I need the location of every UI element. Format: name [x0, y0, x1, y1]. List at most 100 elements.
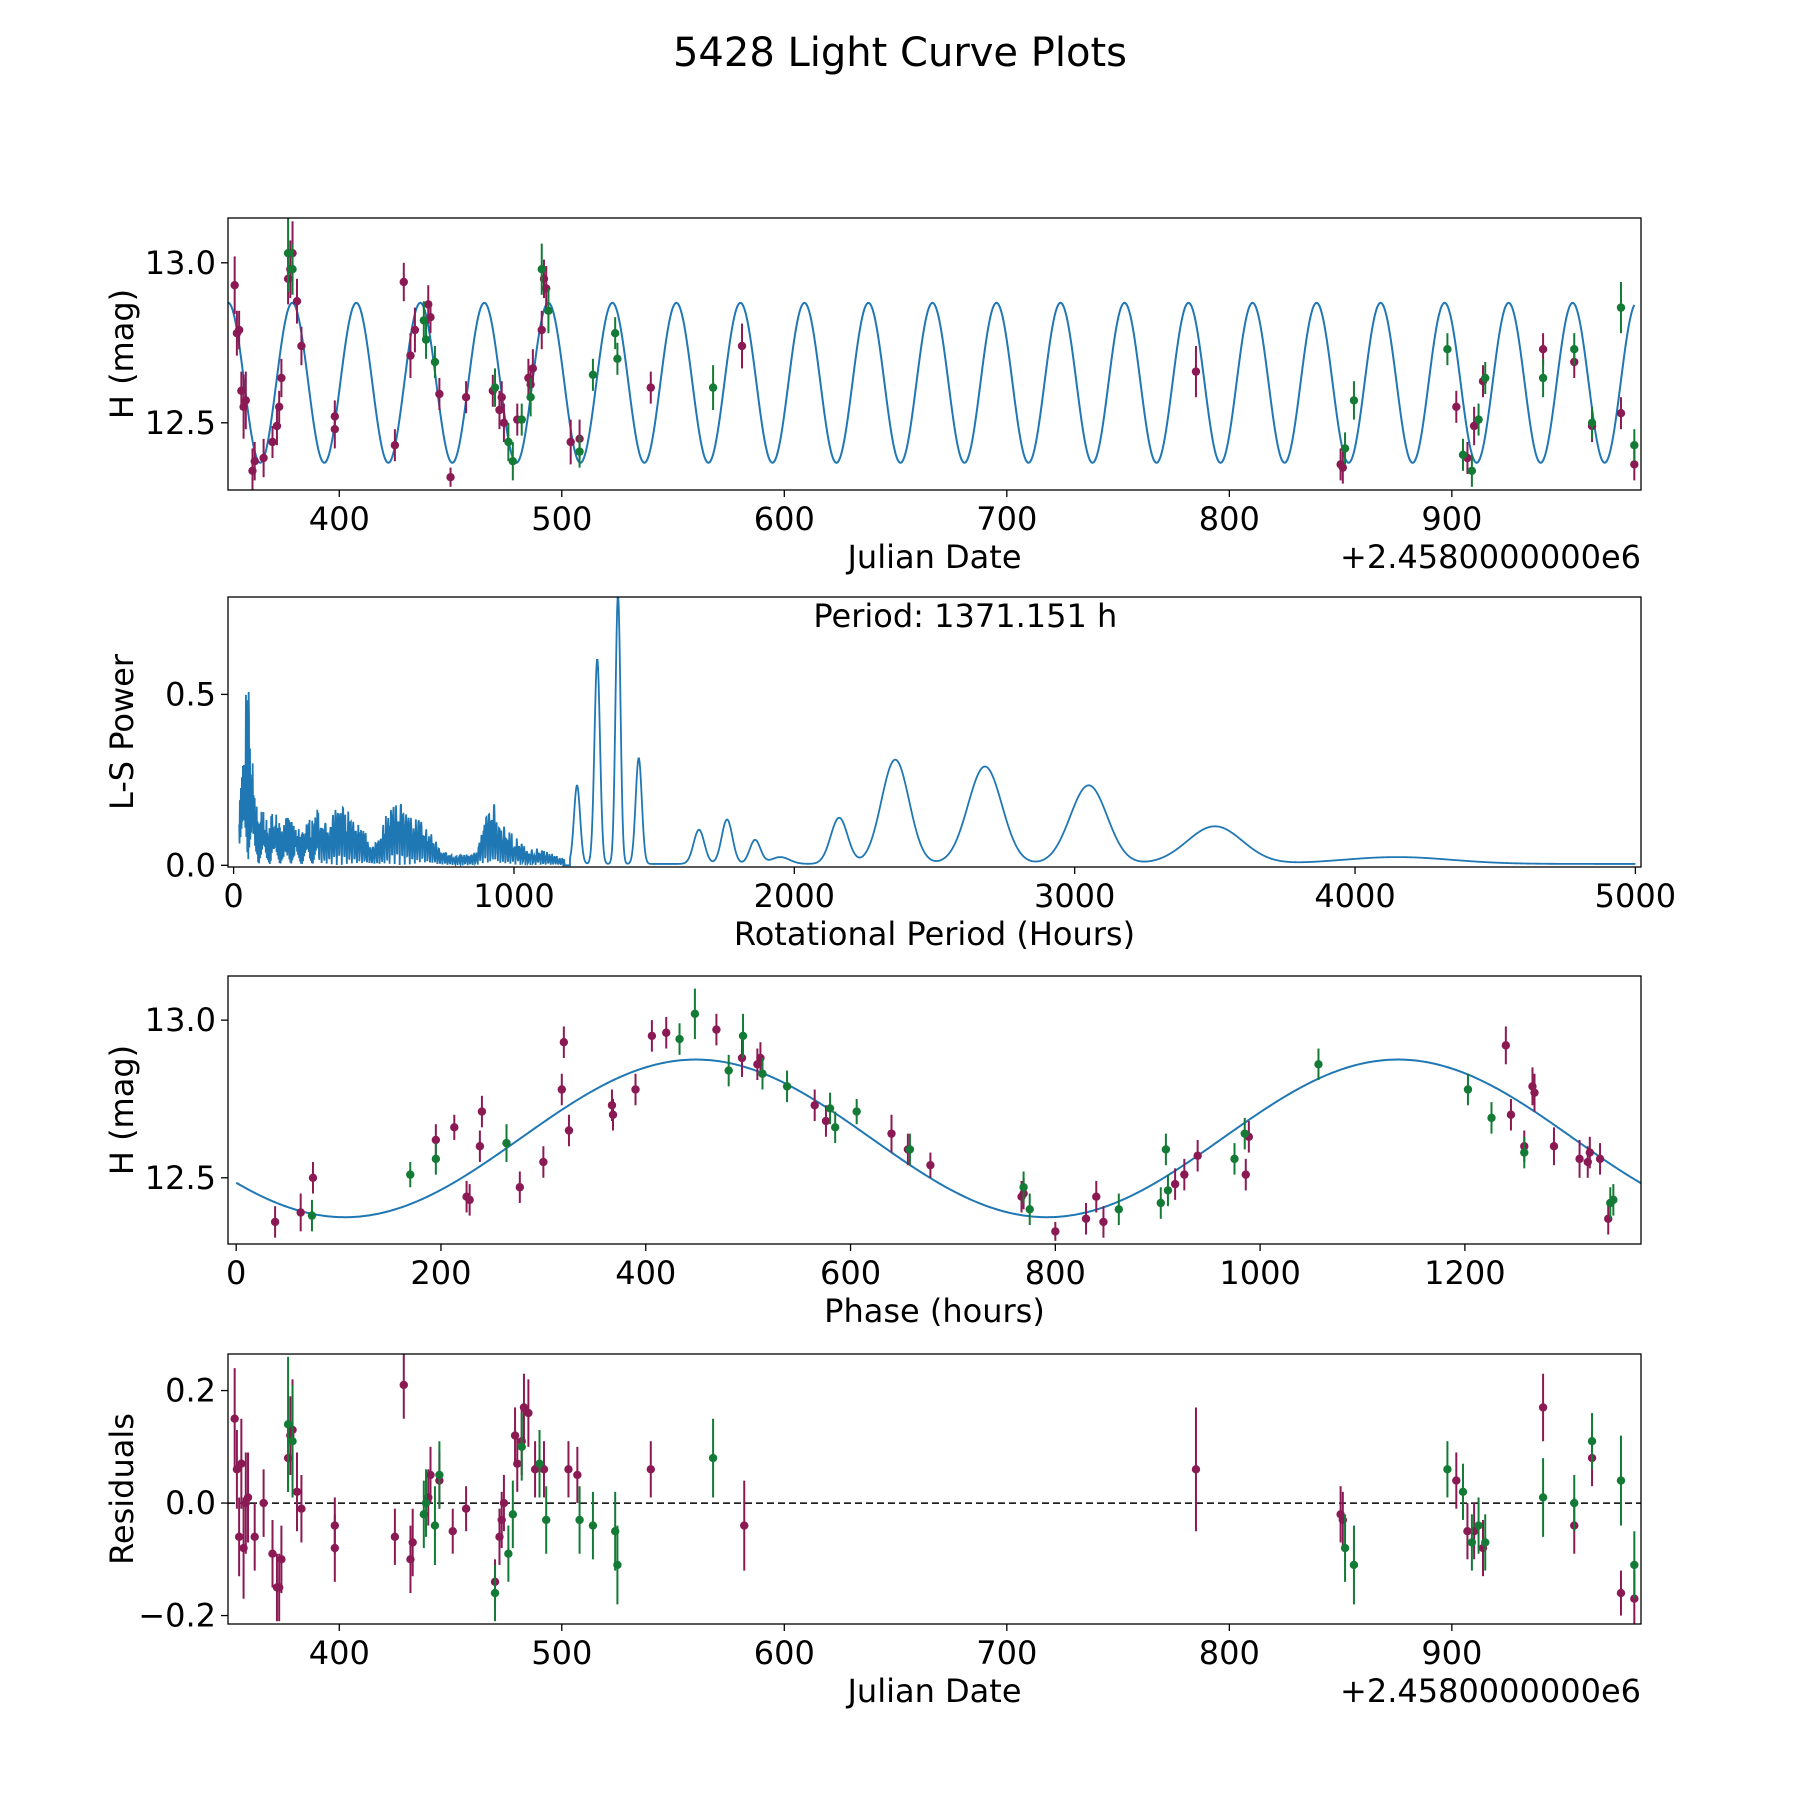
- y-axis-label: Residuals: [103, 1413, 141, 1565]
- data-point-filter-b: [1481, 1538, 1490, 1547]
- data-point-filter-a: [1452, 1476, 1461, 1485]
- x-tick-label: 800: [1199, 500, 1260, 538]
- y-tick-label: 12.5: [145, 404, 216, 442]
- data-point-filter-a: [297, 1504, 306, 1513]
- data-point-filter-a: [1630, 460, 1639, 469]
- data-point-filter-a: [477, 1107, 487, 1116]
- data-point-filter-a: [1549, 1142, 1559, 1151]
- y-tick-label: 13.0: [145, 244, 216, 282]
- data-point-filter-b: [1481, 373, 1490, 383]
- data-point-filter-a: [268, 1549, 277, 1558]
- data-point-filter-b: [1443, 345, 1452, 354]
- data-point-filter-a: [559, 1038, 569, 1047]
- data-point-filter-b: [1340, 1543, 1350, 1553]
- model-curve: [235, 1058, 1641, 1219]
- data-point-filter-b: [288, 265, 297, 274]
- data-point-filter-b: [406, 1170, 415, 1179]
- data-point-filter-a: [1099, 1217, 1108, 1227]
- data-point-filter-a: [1575, 1154, 1584, 1164]
- data-point-filter-b: [517, 415, 526, 424]
- data-point-filter-b: [526, 393, 535, 402]
- x-tick-label: 700: [976, 500, 1037, 538]
- data-point-filter-b: [1019, 1183, 1028, 1192]
- data-point-filter-b: [431, 1154, 441, 1164]
- data-point-filter-a: [573, 1470, 582, 1480]
- data-point-filter-b: [1538, 373, 1548, 383]
- data-point-filter-b: [542, 1515, 551, 1525]
- data-point-filter-a: [232, 1465, 242, 1474]
- data-point-filter-b: [1163, 1186, 1173, 1195]
- data-point-filter-b: [708, 1453, 718, 1463]
- data-point-filter-b: [490, 383, 500, 392]
- data-point-filter-b: [421, 335, 431, 344]
- data-point-filter-a: [426, 1470, 435, 1480]
- panel-lightcurve: 400 500 600 700 800 900 12.5 13.0 Julian Date H (…: [103, 217, 1642, 576]
- data-point-filter-a: [435, 389, 444, 399]
- data-point-filter-b: [575, 1515, 584, 1525]
- data-point-filter-a: [1616, 409, 1626, 418]
- data-point-filter-b: [508, 1510, 518, 1519]
- x-tick-label: 0: [223, 877, 243, 915]
- data-point-filter-a: [292, 297, 302, 306]
- data-point-filter-a: [646, 1465, 655, 1474]
- data-point-filter-b: [283, 1420, 293, 1429]
- data-point-filter-b: [504, 437, 513, 447]
- data-point-filter-b: [1349, 1560, 1359, 1570]
- data-point-filter-a: [1506, 1110, 1516, 1119]
- data-point-filter-a: [390, 441, 400, 450]
- data-point-filter-a: [1180, 1170, 1189, 1179]
- y-tick-label: 13.0: [145, 1001, 216, 1039]
- data-point-filter-b: [1161, 1145, 1171, 1154]
- data-point-filter-b: [1025, 1205, 1034, 1214]
- data-point-filter-b: [852, 1107, 861, 1116]
- data-point-filter-a: [230, 281, 239, 290]
- x-tick-label: 2000: [754, 877, 835, 915]
- data-point-filter-a: [1585, 1148, 1595, 1157]
- data-point-filter-b: [535, 1459, 544, 1468]
- data-point-filter-b: [1340, 444, 1350, 453]
- data-point-filter-b: [825, 1104, 835, 1113]
- data-point-filter-a: [539, 1465, 549, 1474]
- data-point-filter-b: [1630, 1560, 1639, 1570]
- plot-area: [235, 988, 1641, 1241]
- data-point-filter-a: [497, 393, 506, 402]
- data-point-filter-b: [1230, 1154, 1239, 1164]
- data-point-filter-a: [408, 1538, 417, 1547]
- data-point-filter-a: [499, 418, 509, 427]
- data-point-filter-b: [1443, 1465, 1452, 1474]
- data-point-filter-b: [517, 1442, 526, 1452]
- data-point-filter-a: [448, 1526, 457, 1536]
- data-point-filter-a: [259, 1498, 268, 1508]
- data-point-filter-b: [1240, 1129, 1249, 1138]
- data-point-filter-b: [1349, 396, 1359, 405]
- data-point-filter-a: [410, 325, 420, 335]
- data-point-filter-b: [830, 1123, 840, 1132]
- data-point-filter-b: [588, 370, 598, 379]
- data-point-filter-a: [608, 1110, 618, 1119]
- data-point-filter-a: [712, 1025, 721, 1034]
- data-point-filter-a: [631, 1085, 640, 1094]
- data-point-filter-b: [575, 447, 584, 456]
- data-point-filter-b: [905, 1145, 915, 1154]
- data-point-filter-b: [504, 1549, 513, 1558]
- data-point-filter-b: [1474, 1521, 1483, 1530]
- x-offset-label: +2.4580000000e6: [1340, 1672, 1641, 1710]
- x-tick-label: 800: [1025, 1254, 1086, 1292]
- data-point-filter-a: [564, 1126, 574, 1135]
- data-point-filter-a: [530, 1465, 540, 1474]
- data-point-filter-a: [1338, 463, 1348, 472]
- data-point-filter-a: [274, 402, 284, 411]
- x-tick-label: 400: [309, 1634, 370, 1672]
- plot-area: [228, 1354, 1641, 1624]
- y-axis-label: L-S Power: [103, 653, 141, 810]
- data-point-filter-a: [528, 364, 538, 373]
- x-tick-label: 500: [531, 500, 592, 538]
- data-point-filter-a: [515, 1183, 525, 1192]
- x-offset-label: +2.4580000000e6: [1340, 538, 1641, 576]
- data-point-filter-b: [1458, 1487, 1468, 1497]
- plot-area: [238, 597, 1636, 867]
- data-point-filter-b: [1587, 1436, 1597, 1446]
- data-point-filter-a: [499, 1498, 509, 1508]
- y-tick-label: 12.5: [145, 1159, 216, 1197]
